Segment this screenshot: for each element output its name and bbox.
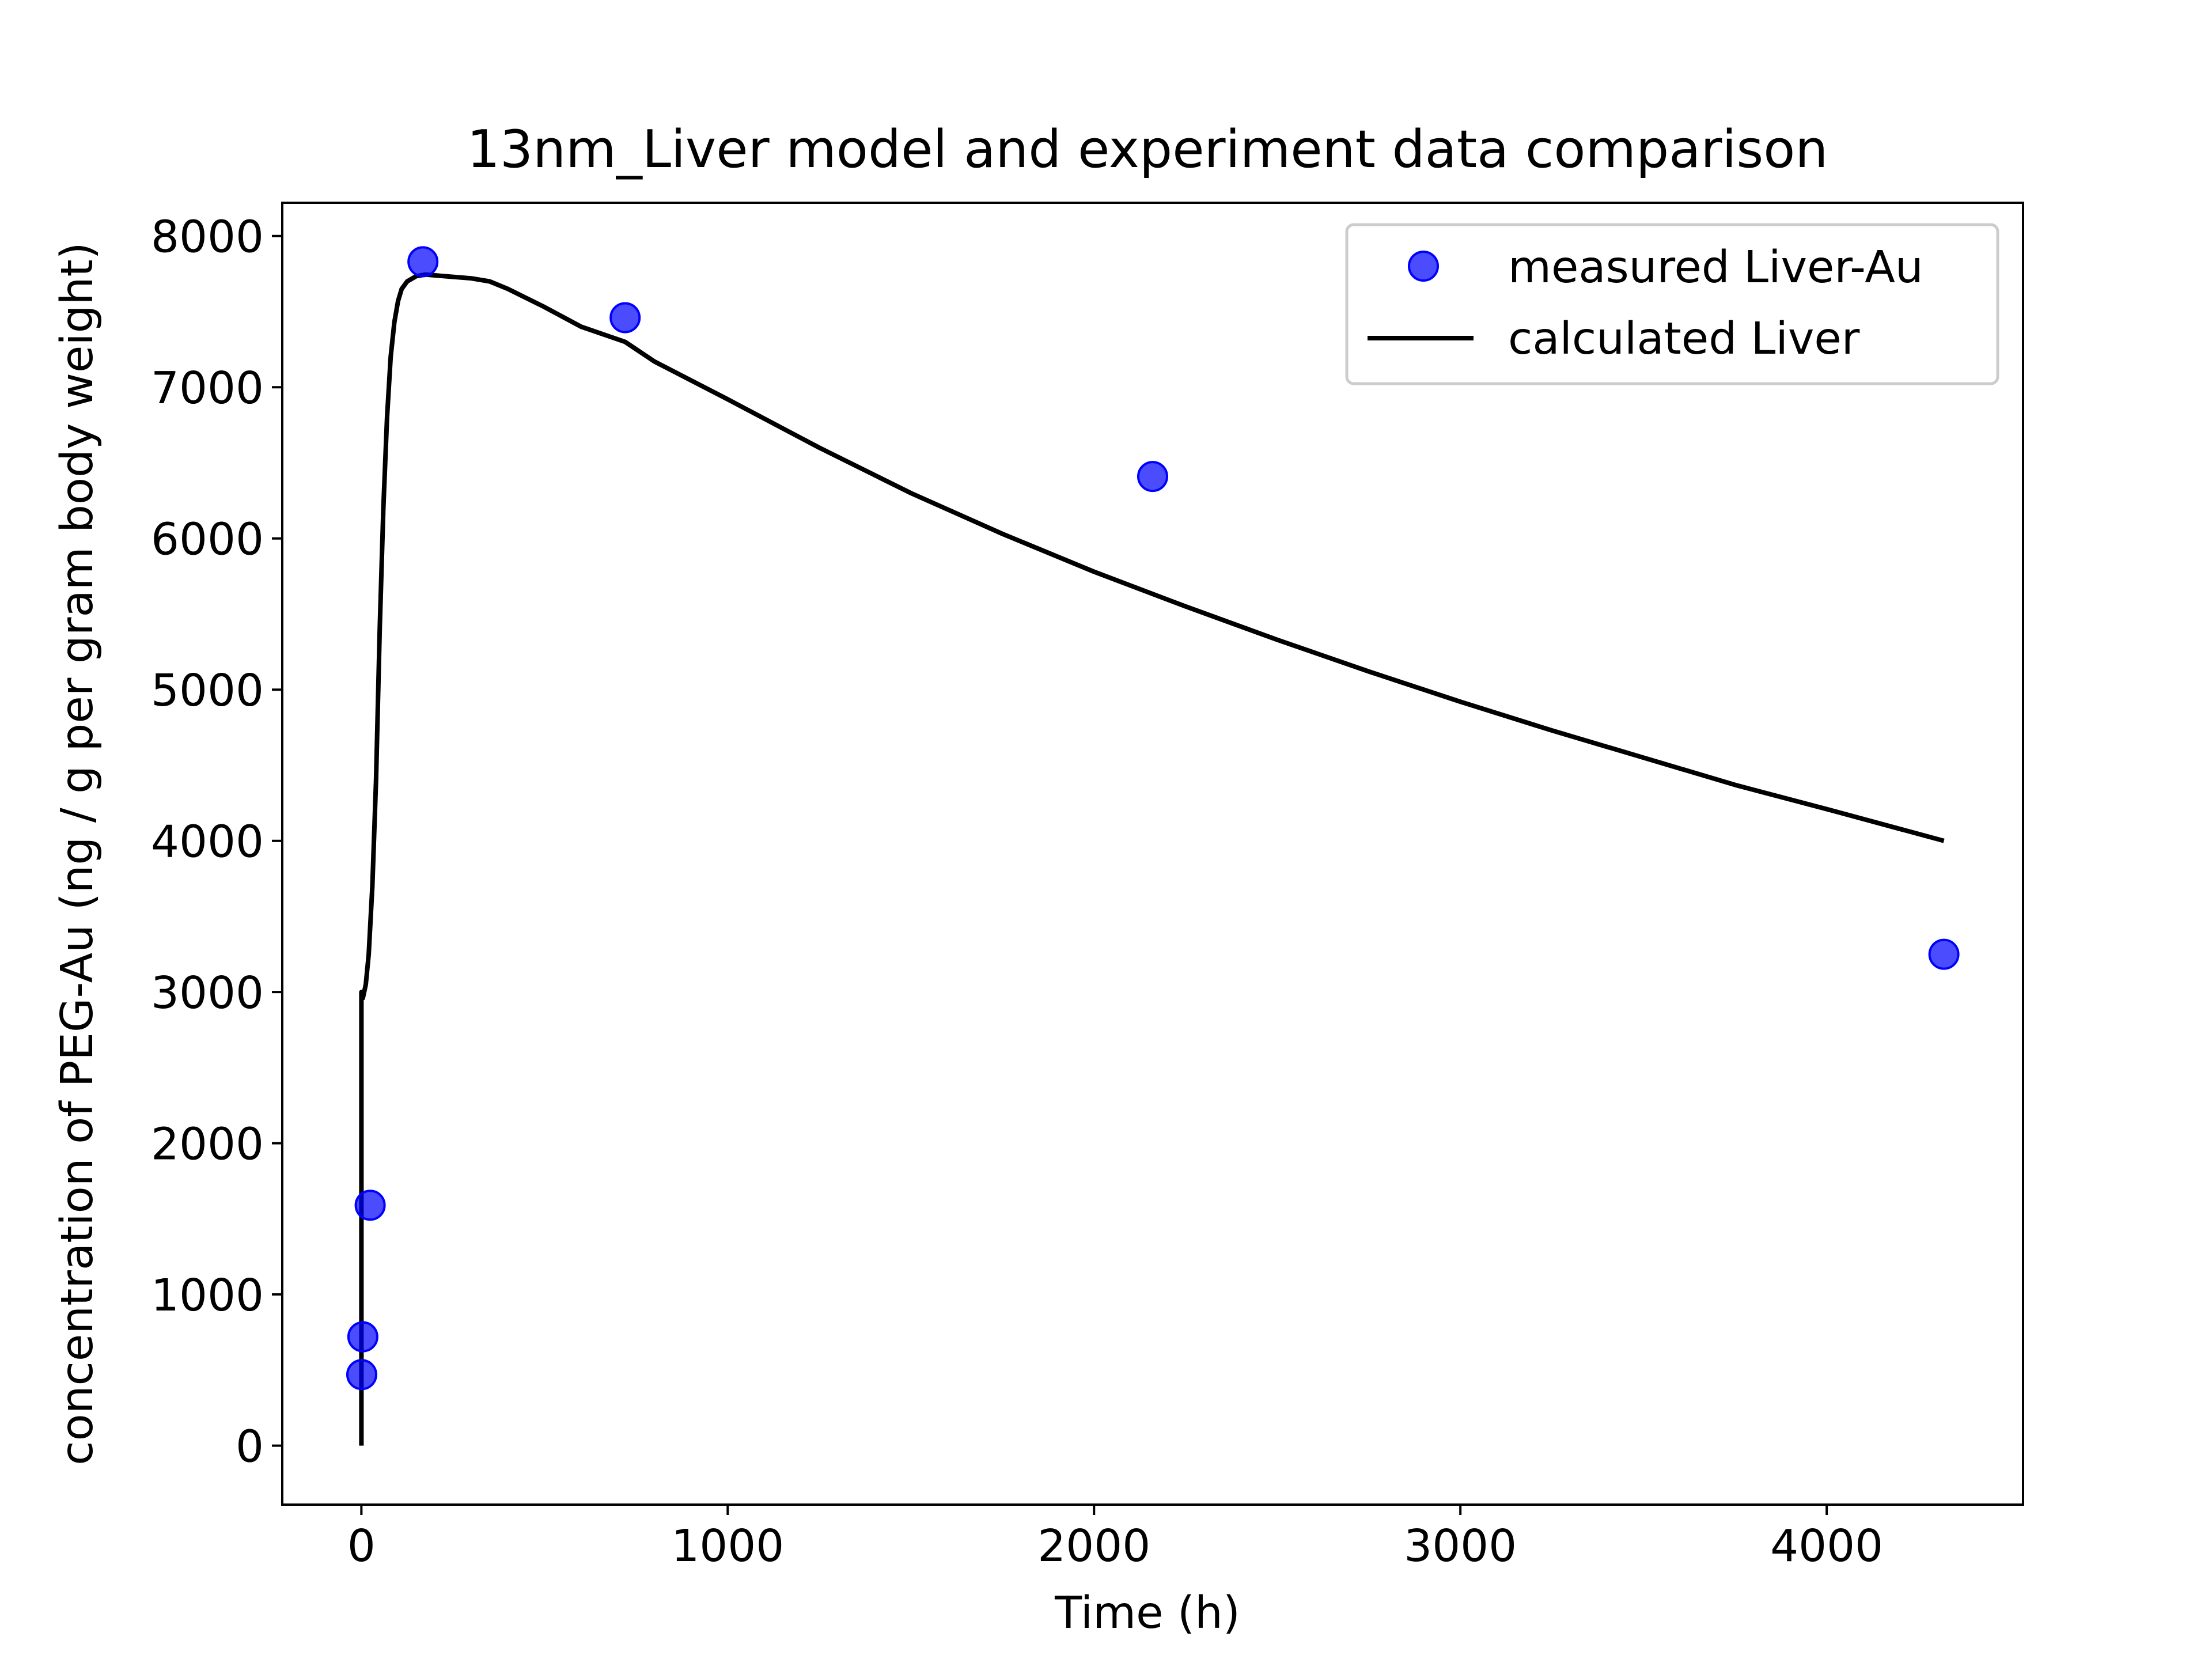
measured-point-4	[609, 302, 641, 334]
plot-frame	[281, 202, 2024, 1506]
plot-area	[281, 202, 2024, 1506]
plot-background	[282, 203, 2023, 1505]
y-axis: 0 1000 2000 3000 4000 5000 6000 7000 8000	[151, 212, 282, 1473]
x-tick-label-4: 4000	[1770, 1521, 1883, 1572]
y-tick-label-8: 8000	[151, 212, 264, 263]
y-tick-label-3: 3000	[151, 968, 264, 1019]
y-tick-label-0: 0	[236, 1422, 264, 1473]
y-tick-label-5: 5000	[151, 665, 264, 717]
x-tick-label-0: 0	[347, 1521, 376, 1572]
measured-point-1	[347, 1321, 378, 1353]
chart-title: 13nm_Liver model and experiment data com…	[467, 119, 1828, 180]
measured-point-6	[1928, 938, 1960, 970]
measured-point-0	[346, 1359, 377, 1391]
legend-frame	[1345, 223, 1999, 385]
y-tick-label-4: 4000	[151, 817, 264, 868]
x-axis-label: Time (h)	[1054, 1588, 1240, 1639]
legend-marker-measured	[1408, 251, 1439, 282]
measured-point-5	[1137, 461, 1168, 493]
y-tick-label-1: 1000	[151, 1270, 264, 1321]
x-axis: 0 1000 2000 3000 4000	[347, 1505, 1883, 1572]
y-axis-label: concentration of PEG-Au (ng / g per gram…	[52, 242, 103, 1465]
legend: measured Liver-Au calculated Liver	[1345, 223, 1999, 385]
y-tick-label-2: 2000	[151, 1119, 264, 1171]
x-tick-label-2: 2000	[1037, 1521, 1150, 1572]
legend-label-calculated: calculated Liver	[1508, 313, 1860, 365]
x-tick-label-3: 3000	[1404, 1521, 1517, 1572]
measured-point-3	[407, 246, 439, 278]
measured-point-2	[354, 1190, 386, 1221]
y-tick-label-7: 7000	[151, 363, 264, 414]
x-tick-label-1: 1000	[671, 1521, 784, 1572]
legend-label-measured: measured Liver-Au	[1508, 242, 1923, 293]
y-tick-label-6: 6000	[151, 514, 264, 566]
calculated-liver-line	[359, 272, 1945, 1446]
